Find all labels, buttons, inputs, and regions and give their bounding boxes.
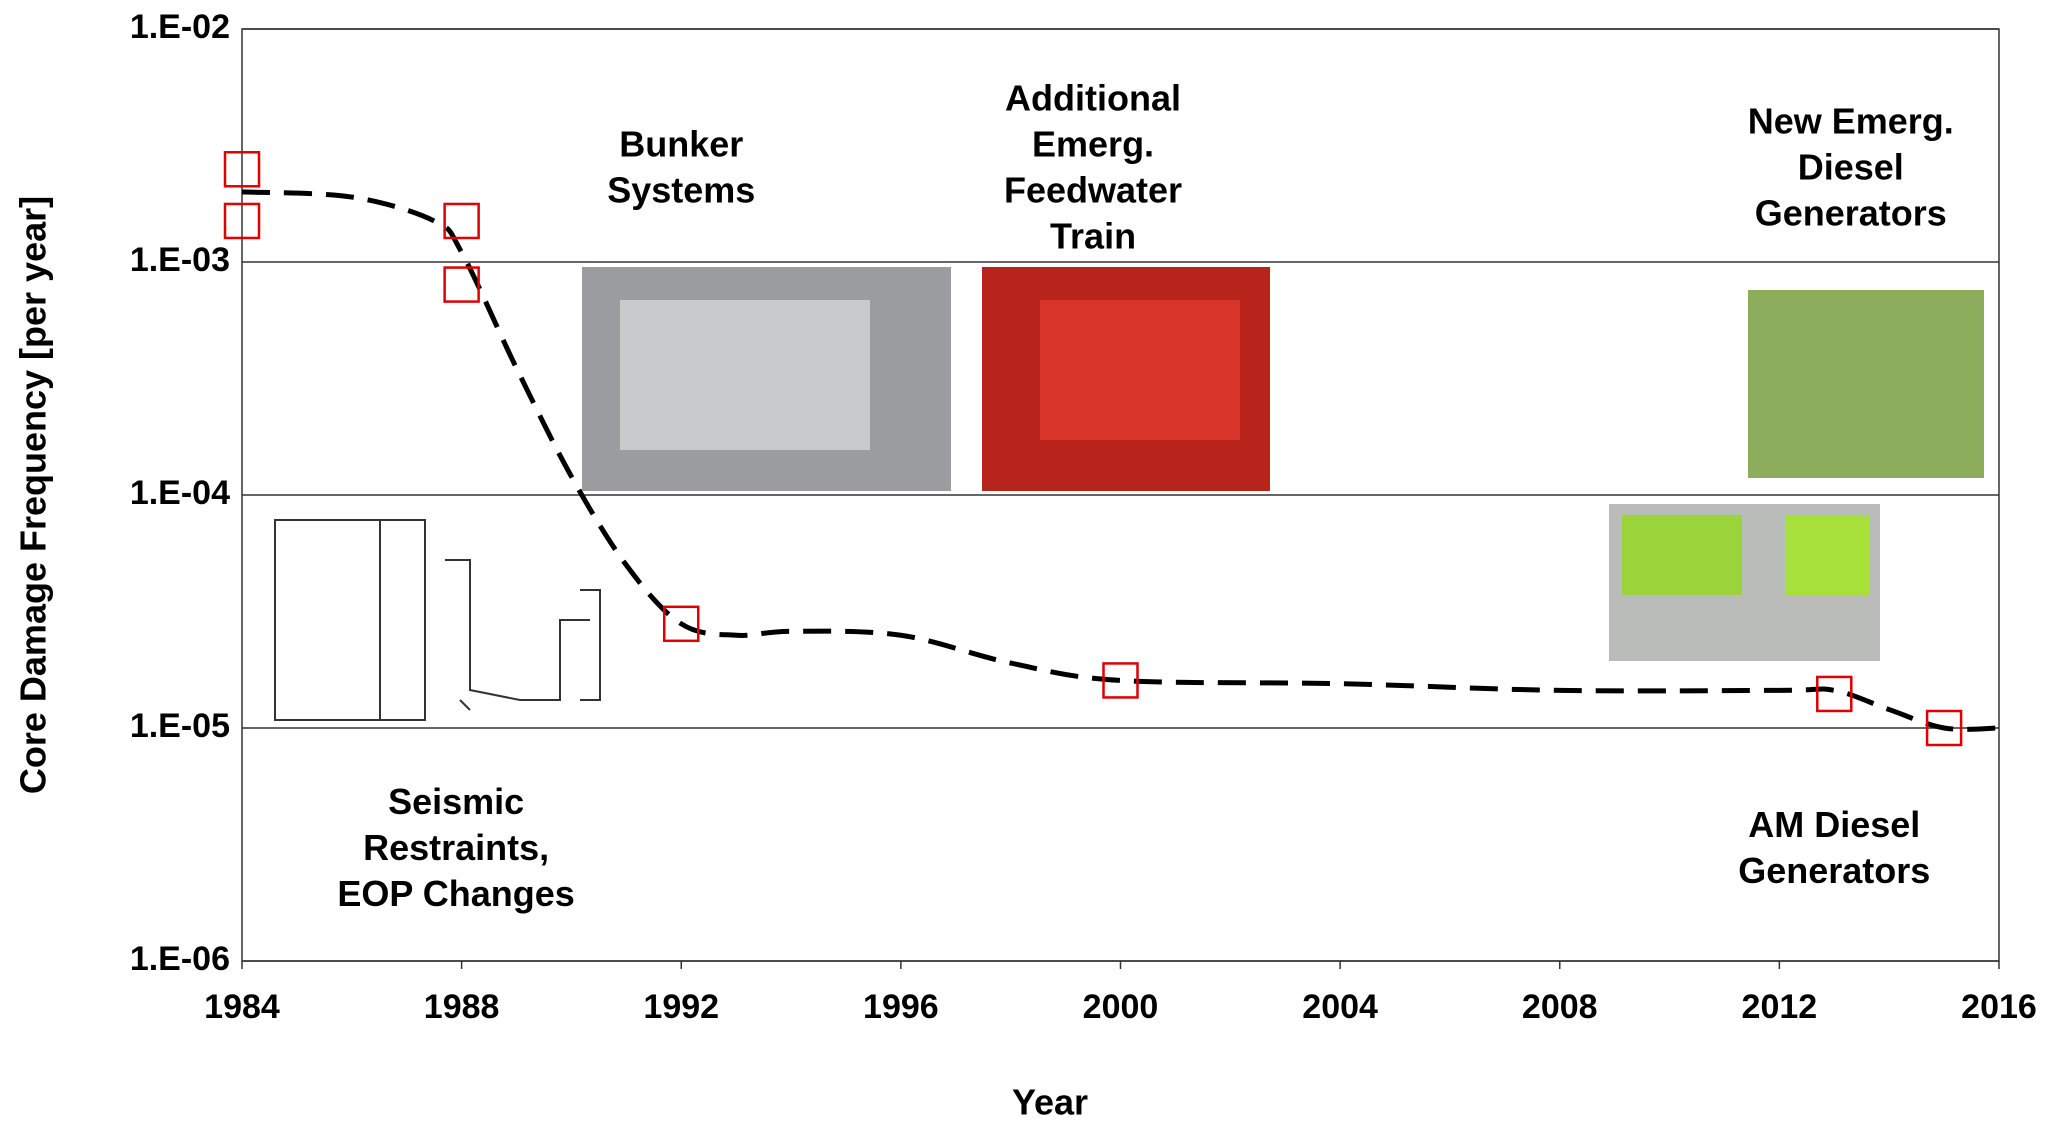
x-tick-label: 1992 [643,988,719,1026]
x-tick-label: 2004 [1302,988,1378,1026]
annotation-line: Systems [607,169,755,210]
feedwater-photo-detail [1040,300,1240,440]
annotation-line: Diesel [1798,146,1904,187]
data-point [443,266,480,303]
data-point [1816,675,1853,713]
y-tick-label: 1.E-06 [130,940,230,978]
new-diesel-photo [1748,290,1984,478]
annotation-line: Generators [1738,849,1930,890]
annotation-line: Generators [1755,192,1947,233]
y-tick-label: 1.E-02 [130,8,230,46]
annotation-line: Additional [1005,77,1181,118]
annotation-line: Bunker [619,123,743,164]
seismic-drawing [274,519,601,721]
data-point [223,202,261,240]
x-tick-label: 2008 [1522,988,1598,1026]
y-tick-label: 1.E-05 [130,707,230,745]
data-point [1925,709,1963,747]
annotation-line: Seismic [388,780,524,821]
plot-frame [241,28,2000,962]
y-tick-label: 1.E-03 [130,241,230,279]
y-tick-label: 1.E-04 [130,474,230,512]
bunker-photo-detail [620,300,870,450]
x-tick-label: 2012 [1742,988,1818,1026]
trend-line [241,189,2000,732]
am-diesel-container [1622,515,1742,595]
annotation-line: Train [1050,215,1136,256]
x-tick-label: 2000 [1083,988,1159,1026]
x-axis-label: Year [1012,1082,1088,1123]
photos [274,267,1984,721]
x-tick-label: 1996 [863,988,939,1026]
am-diesel-container [1785,515,1870,595]
annotation-line: Emerg. [1032,123,1154,164]
x-tick-label: 1988 [424,988,500,1026]
x-tick-label: 2016 [1961,988,2037,1026]
annotation: AM Diesel Generators [1738,803,1930,890]
annotation-line: Restraints, [363,826,549,867]
data-point [223,151,261,188]
annotation: Additional Emerg. Feedwater Train [1004,77,1182,256]
annotation-line: New Emerg. [1748,100,1954,141]
data-point [443,202,480,240]
annotation: New Emerg. Diesel Generators [1748,100,1954,233]
annotation-line: EOP Changes [337,872,574,913]
data-point [663,605,700,643]
annotation-line: Feedwater [1004,169,1182,210]
data-point [1102,662,1139,699]
annotation: Bunker Systems [607,123,755,210]
y-axis-label: Core Damage Frequency [per year] [13,196,54,794]
annotation-line: AM Diesel [1748,803,1920,844]
x-tick-label: 1984 [204,988,280,1026]
annotation: Seismic Restraints, EOP Changes [337,780,574,913]
